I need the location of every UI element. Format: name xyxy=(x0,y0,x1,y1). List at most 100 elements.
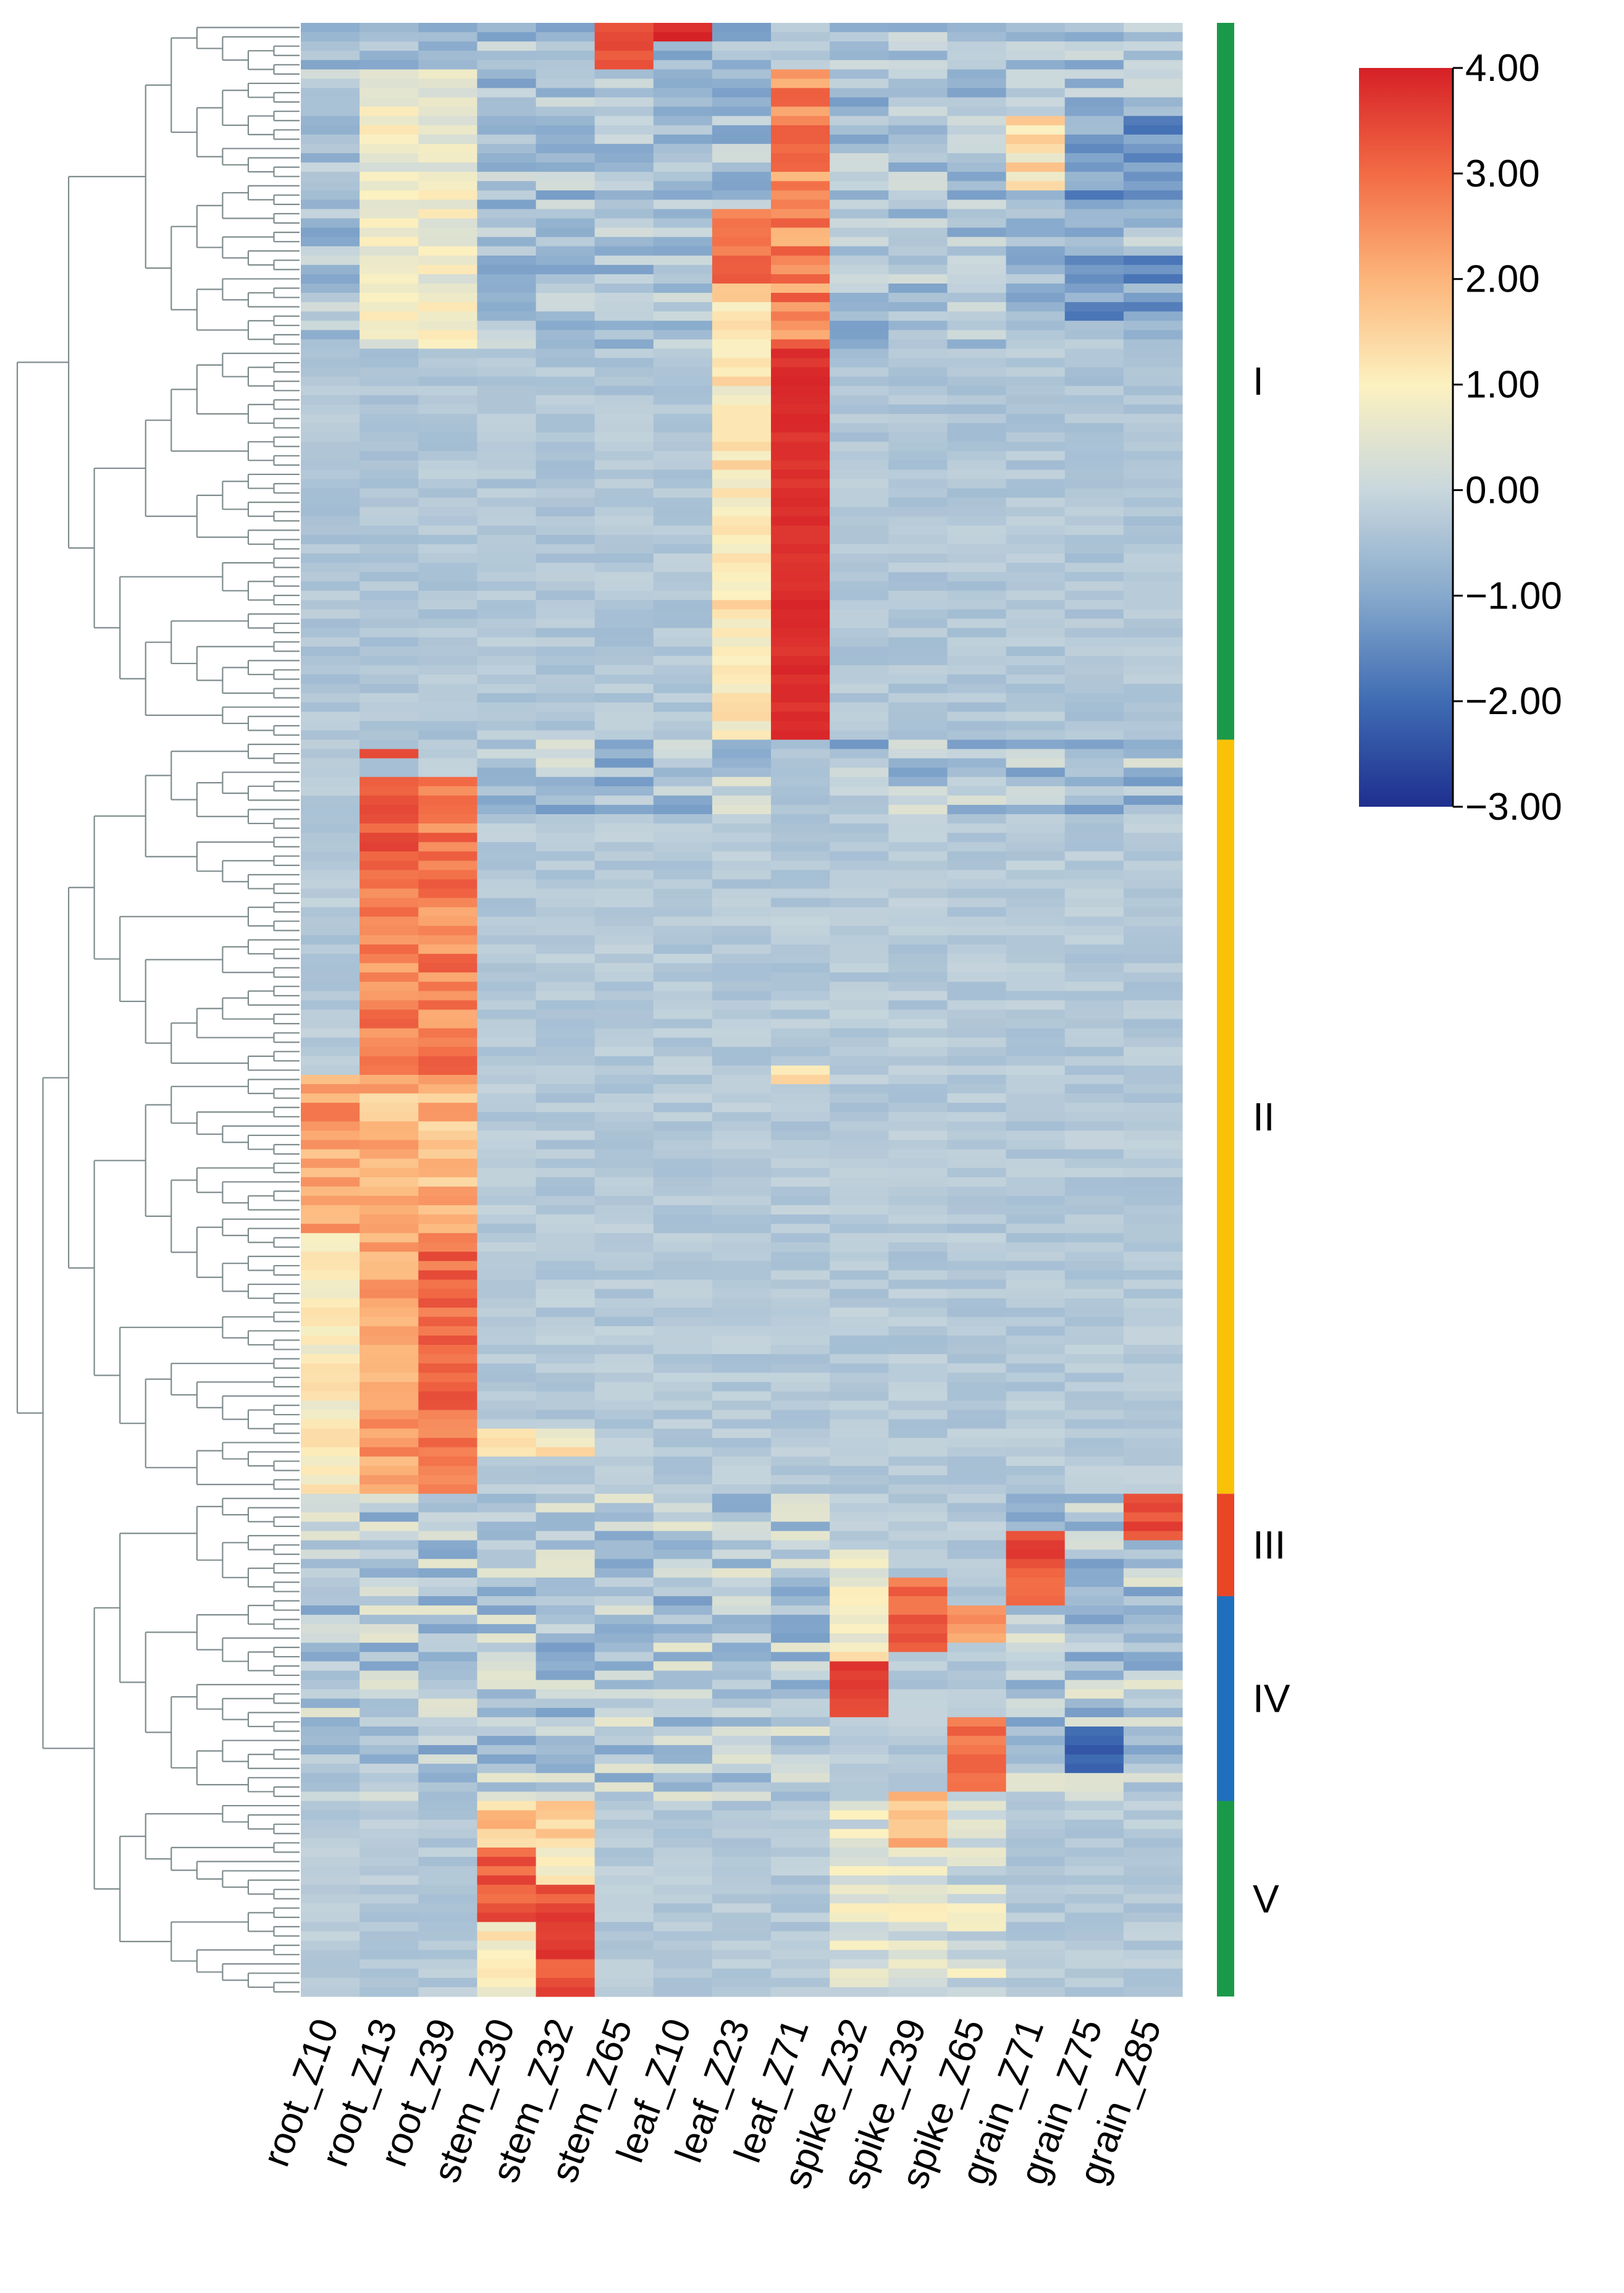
heatmap-cell xyxy=(1006,1586,1066,1597)
heatmap-cell xyxy=(477,1484,537,1494)
heatmap-cell xyxy=(653,1503,713,1513)
heatmap-cell xyxy=(947,376,1007,387)
heatmap-cell xyxy=(653,1764,713,1773)
heatmap-cell xyxy=(947,1754,1007,1764)
heatmap-cell xyxy=(888,1977,948,1988)
heatmap-cell xyxy=(536,823,595,833)
heatmap-cell xyxy=(594,1391,654,1402)
heatmap-cell xyxy=(1064,1856,1124,1867)
heatmap-cell xyxy=(712,1400,772,1411)
heatmap-cell xyxy=(771,1307,830,1318)
heatmap-cell xyxy=(477,665,537,675)
heatmap-cell xyxy=(771,1270,830,1281)
heatmap-cell xyxy=(418,283,478,293)
heatmap-cell xyxy=(360,1279,419,1290)
heatmap-cell xyxy=(888,1475,948,1485)
heatmap-cell xyxy=(1123,1987,1183,1997)
heatmap-cell xyxy=(1006,1717,1066,1727)
heatmap-cell xyxy=(536,637,595,647)
heatmap-cell xyxy=(653,870,713,880)
heatmap-cell xyxy=(947,833,1007,843)
heatmap-cell xyxy=(1064,97,1124,107)
heatmap-cell xyxy=(301,945,360,954)
heatmap-cell xyxy=(1123,1494,1183,1504)
heatmap-cell xyxy=(418,339,478,350)
heatmap-cell xyxy=(536,1084,595,1094)
heatmap-cell xyxy=(1123,739,1183,750)
heatmap-cell xyxy=(418,404,478,414)
heatmap-cell xyxy=(653,1810,713,1820)
heatmap-cell xyxy=(594,907,654,917)
heatmap-cell xyxy=(301,1801,360,1811)
heatmap-cell xyxy=(653,1643,713,1652)
heatmap-cell xyxy=(888,330,948,340)
heatmap-cell xyxy=(712,1046,772,1057)
heatmap-cell xyxy=(477,1065,537,1075)
heatmap-cell xyxy=(653,702,713,712)
heatmap-cell xyxy=(947,385,1007,396)
heatmap-cell xyxy=(594,1121,654,1132)
heatmap-cell xyxy=(1064,51,1124,61)
heatmap-cell xyxy=(536,209,595,219)
heatmap-cell xyxy=(418,1252,478,1262)
heatmap-cell xyxy=(301,1475,360,1485)
heatmap-cell xyxy=(1006,1056,1066,1066)
heatmap-cell xyxy=(594,646,654,657)
heatmap-cell xyxy=(1123,1270,1183,1281)
heatmap-cell xyxy=(653,1494,713,1504)
heatmap-cell xyxy=(418,1112,478,1122)
heatmap-cell xyxy=(1064,423,1124,433)
heatmap-cell xyxy=(830,1968,889,1979)
heatmap-cell xyxy=(477,1475,537,1485)
heatmap-cell xyxy=(360,1158,419,1169)
heatmap-cell xyxy=(712,665,772,675)
heatmap-cell xyxy=(653,23,713,33)
colorbar-tick-label: 2.00 xyxy=(1465,258,1540,301)
heatmap-cell xyxy=(712,925,772,936)
heatmap-cell xyxy=(301,1605,360,1615)
heatmap-cell xyxy=(1006,544,1066,554)
heatmap-cell xyxy=(1123,497,1183,508)
heatmap-cell xyxy=(594,246,654,256)
heatmap-cell xyxy=(594,1894,654,1904)
heatmap-cell xyxy=(653,1615,713,1625)
heatmap-cell xyxy=(830,274,889,284)
heatmap-cell xyxy=(301,1940,360,1951)
heatmap-cell xyxy=(888,833,948,843)
heatmap-cell xyxy=(947,32,1007,42)
heatmap-cell xyxy=(594,1931,654,1942)
heatmap-cell xyxy=(1123,1028,1183,1038)
heatmap-cell xyxy=(653,385,713,396)
heatmap-cell xyxy=(830,1521,889,1532)
heatmap-cell xyxy=(712,1000,772,1011)
heatmap-cell xyxy=(771,1745,830,1755)
heatmap-cell xyxy=(947,693,1007,703)
heatmap-cell xyxy=(1123,1577,1183,1588)
heatmap-cell xyxy=(1006,1652,1066,1662)
heatmap-cell xyxy=(536,237,595,247)
heatmap-cell xyxy=(888,1680,948,1690)
heatmap-cell xyxy=(1123,600,1183,610)
heatmap-cell xyxy=(771,1736,830,1746)
heatmap-cell xyxy=(1123,1633,1183,1643)
heatmap-cell xyxy=(360,870,419,880)
heatmap-cell xyxy=(712,1586,772,1597)
heatmap-cell xyxy=(301,1987,360,1997)
heatmap-cell xyxy=(1006,330,1066,340)
heatmap-cell xyxy=(888,1605,948,1615)
heatmap-cell xyxy=(830,1568,889,1578)
heatmap-cell xyxy=(418,209,478,219)
heatmap-cell xyxy=(947,1680,1007,1690)
heatmap-cell xyxy=(418,1559,478,1569)
heatmap-cell xyxy=(771,1503,830,1513)
heatmap-cell xyxy=(1006,1838,1066,1848)
heatmap-cell xyxy=(1123,255,1183,266)
heatmap-cell xyxy=(1064,870,1124,880)
heatmap-cell xyxy=(947,1465,1007,1476)
heatmap-cell xyxy=(301,330,360,340)
heatmap-cell xyxy=(594,1828,654,1839)
heatmap-cell xyxy=(830,898,889,908)
heatmap-cell xyxy=(477,758,537,768)
heatmap-cell xyxy=(771,385,830,396)
heatmap-cell xyxy=(1064,1456,1124,1466)
